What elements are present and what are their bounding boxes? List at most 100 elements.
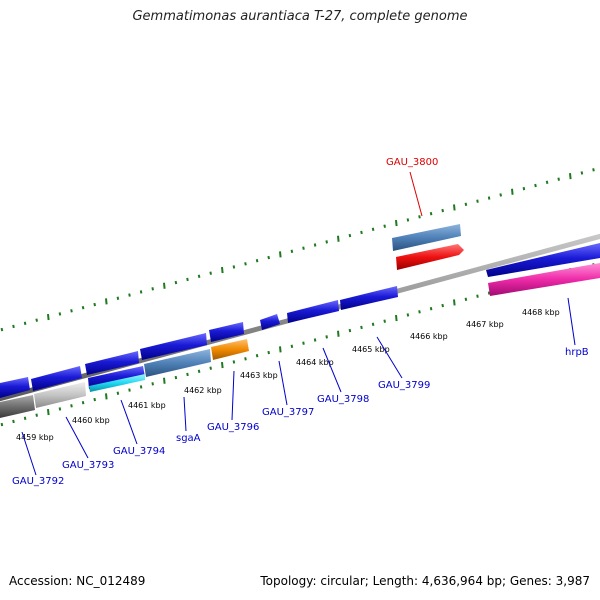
outer-tick-mark: [371, 227, 375, 232]
inner-tick-mark: [313, 338, 317, 342]
gene-label[interactable]: GAU_3793: [62, 460, 114, 471]
outer-tick-mark: [499, 193, 502, 197]
gene-label-layer: GAU_3792GAU_3793GAU_3794sgaAGAU_3796GAU_…: [12, 157, 589, 487]
inner-tick-mark: [267, 350, 270, 355]
gene-arrow-3796-upper[interactable]: [209, 322, 244, 342]
inner-tick-mark: [12, 419, 15, 424]
inner-tick-mark: [302, 341, 305, 345]
inner-tick-mark: [383, 319, 386, 323]
kbp-label: 4459 kbp: [16, 433, 54, 442]
inner-tick-mark: [487, 291, 491, 295]
gene-arrow-3793-upper[interactable]: [31, 366, 82, 391]
outer-tick-mark: [325, 240, 328, 244]
inner-tick-mark: [93, 397, 96, 402]
outer-tick-mark: [23, 321, 27, 326]
gene-leader-line: [567, 297, 576, 346]
outer-tick-mark: [139, 290, 143, 294]
inner-tick-mark: [371, 322, 375, 327]
gene-label[interactable]: sgaA: [176, 433, 201, 444]
outer-tick-mark: [186, 277, 189, 282]
outer-tick-mark: [58, 312, 62, 316]
outer-tick-mark: [255, 258, 259, 263]
kbp-label: 4467 kbp: [466, 320, 504, 329]
gene-label[interactable]: GAU_3794: [113, 446, 165, 457]
gene-arrow-small[interactable]: [260, 314, 280, 330]
gene-arrow-3792-upper[interactable]: [0, 377, 30, 398]
outer-tick-mark: [174, 280, 178, 285]
gene-arrow-gau-3800[interactable]: [396, 244, 464, 270]
outer-tick-mark: [279, 251, 282, 258]
inner-tick-mark: [81, 400, 85, 405]
gene-arrow-gau-3793[interactable]: [34, 382, 86, 408]
gene-leader-line: [120, 399, 138, 445]
gene-arrow-3797[interactable]: [287, 300, 339, 323]
gene-arrow-3794-upper[interactable]: [85, 351, 139, 375]
outer-tick-mark: [580, 171, 584, 175]
inner-tick-mark: [23, 416, 27, 421]
gene-label[interactable]: hrpB: [565, 347, 589, 358]
outer-tick-mark: [545, 180, 549, 185]
gene-arrow-gau-3794-cyan[interactable]: [89, 374, 145, 392]
kbp-label: 4461 kbp: [128, 401, 166, 410]
outer-tick-mark: [337, 235, 340, 242]
outer-tick-mark: [151, 287, 154, 291]
outer-tick-mark: [197, 274, 201, 279]
inner-tick-mark: [174, 375, 178, 380]
inner-tick-mark: [429, 306, 433, 311]
outer-tick-mark: [441, 208, 444, 213]
kbp-label: 4460 kbp: [72, 416, 110, 425]
gene-label[interactable]: GAU_3798: [317, 394, 369, 405]
gene-arrow-gau-3792[interactable]: [0, 395, 35, 418]
gene-leader-line: [21, 431, 37, 476]
outer-tick-mark: [0, 327, 4, 332]
gene-arrow-gau-3800-upper[interactable]: [392, 224, 461, 251]
inner-tick-mark: [70, 404, 73, 408]
inner-tick-mark: [232, 360, 236, 364]
inner-tick-mark: [186, 372, 189, 377]
outer-tick-mark: [47, 313, 50, 321]
inner-tick-mark: [35, 413, 38, 417]
gene-label[interactable]: GAU_3797: [262, 407, 314, 418]
gene-leader-line: [278, 360, 288, 406]
gene-arrow-sgaa[interactable]: [144, 349, 211, 377]
inner-tick-mark: [47, 408, 50, 416]
outer-tick-mark: [221, 266, 224, 274]
accession-info: Accession: NC_012489: [9, 574, 146, 588]
gene-label[interactable]: GAU_3792: [12, 476, 64, 487]
map-title: Gemmatimonas aurantiaca T-27, complete g…: [132, 9, 468, 24]
outer-tick-mark: [557, 177, 560, 181]
inner-tick-mark: [0, 422, 4, 427]
gene-label[interactable]: GAU_3799: [378, 380, 430, 391]
kbp-label: 4463 kbp: [240, 371, 278, 380]
inner-tick-mark: [476, 294, 479, 298]
gene-arrow-sgaa-upper[interactable]: [140, 333, 207, 360]
gene-label[interactable]: GAU_3800: [386, 157, 438, 168]
gene-leader-line: [409, 171, 423, 217]
inner-tick-mark: [348, 328, 352, 333]
inner-tick-mark: [337, 330, 340, 337]
outer-tick-mark: [35, 318, 38, 322]
outer-tick-mark: [406, 218, 410, 222]
inner-tick-mark: [360, 325, 363, 330]
outer-tick-mark: [302, 246, 305, 250]
outer-tick-mark: [128, 293, 131, 297]
kbp-label: 4464 kbp: [296, 358, 334, 367]
inner-tick-mark: [279, 346, 282, 353]
upper-strand-features: [0, 224, 600, 398]
gene-label[interactable]: GAU_3796: [207, 422, 259, 433]
inner-tick-mark: [221, 361, 224, 369]
outer-tick-mark: [534, 183, 537, 188]
outer-tick-mark: [163, 282, 166, 289]
outer-tick-mark: [418, 215, 421, 219]
gene-arrow-hrpb[interactable]: [488, 263, 600, 296]
gene-leader-line: [65, 416, 89, 459]
outer-tick-mark: [464, 202, 468, 206]
gene-arrow-hrpb-upper[interactable]: [486, 243, 600, 277]
gene-leader-line: [231, 370, 235, 421]
kbp-label: 4462 kbp: [184, 386, 222, 395]
gene-arrow-397[interactable]: [340, 286, 398, 310]
gene-arrow-gau-3796[interactable]: [211, 339, 249, 360]
kbp-label: 4466 kbp: [410, 332, 448, 341]
outer-tick-mark: [232, 265, 236, 269]
